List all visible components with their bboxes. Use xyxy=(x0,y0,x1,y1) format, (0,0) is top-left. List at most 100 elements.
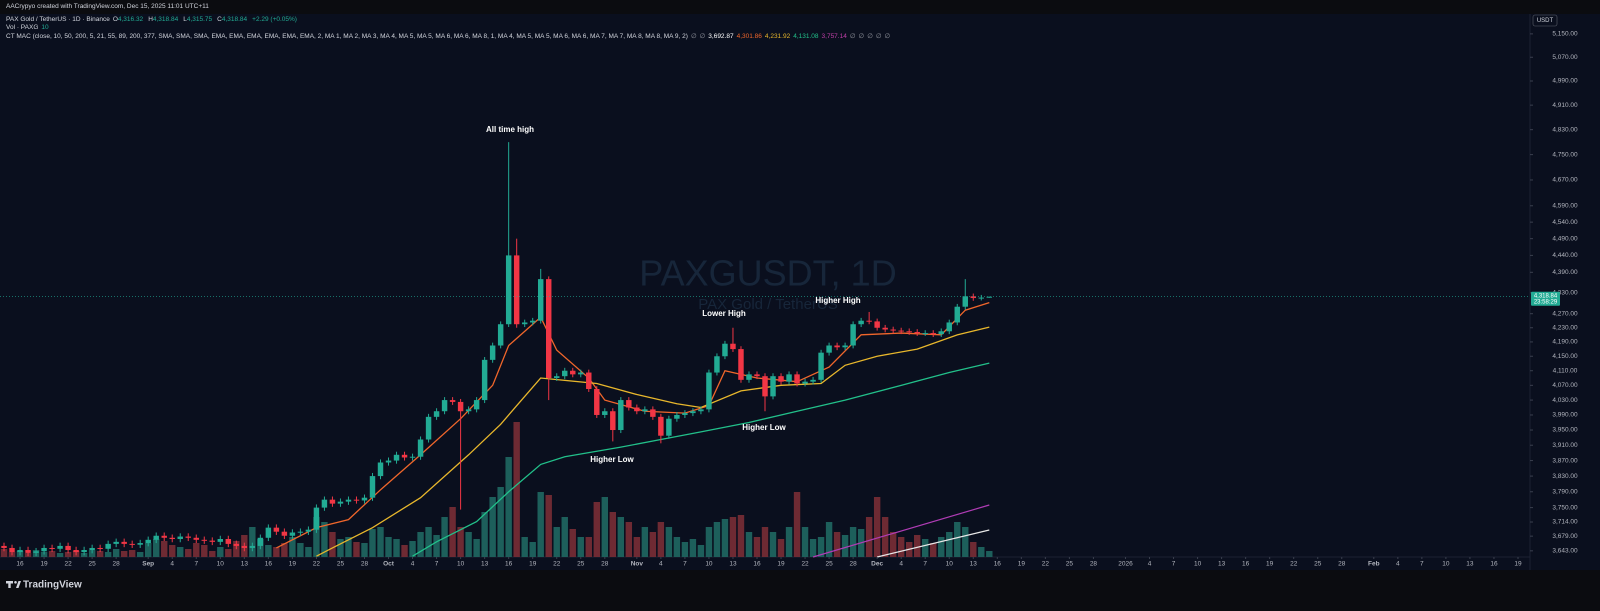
indicator-value: ∅ xyxy=(884,33,891,40)
y-tick-label: 5,150.00 xyxy=(1552,31,1578,38)
currency-label: USDT xyxy=(1537,18,1554,24)
volume-bar xyxy=(922,539,929,557)
x-tick-label: 4 xyxy=(899,561,903,568)
volume-bar xyxy=(136,552,144,557)
y-tick-label: 3,910.00 xyxy=(1552,442,1578,449)
candle-body xyxy=(345,499,352,502)
volume-bar xyxy=(865,517,873,557)
x-tick-label: 16 xyxy=(265,561,273,568)
volume-bar xyxy=(665,527,673,557)
candle-body xyxy=(225,538,232,544)
x-tick-label: 10 xyxy=(705,561,713,568)
volume-bar xyxy=(104,552,112,557)
credit: AACrypyo created with TradingView.com, D… xyxy=(6,3,209,10)
candle-body xyxy=(970,296,977,299)
candle-body xyxy=(425,416,432,440)
volume-bar xyxy=(553,527,560,557)
candle-body xyxy=(682,413,688,415)
x-tick-label: 2026 xyxy=(1118,561,1133,568)
indicator-value: ∅ xyxy=(690,33,697,40)
candle-body xyxy=(121,541,127,544)
candle-body xyxy=(281,531,288,536)
price-tag xyxy=(1531,291,1560,306)
ohlc-item: O4,316.32 xyxy=(113,16,146,23)
currency-button[interactable] xyxy=(1532,14,1558,27)
x-tick-label: 16 xyxy=(994,561,1002,568)
x-tick-label: 7 xyxy=(683,561,687,568)
ohlc-item: H4,318.84 xyxy=(148,16,181,23)
volume-bar xyxy=(329,532,336,557)
volume-bar xyxy=(777,539,785,557)
candle-body xyxy=(81,550,87,553)
candle-body xyxy=(265,527,272,538)
candle-body xyxy=(289,532,296,536)
volume-bar xyxy=(537,492,544,557)
x-tick-label: 22 xyxy=(553,561,561,568)
x-tick-label: 22 xyxy=(1290,561,1298,568)
indicator-value: 3,692.87 xyxy=(708,33,734,40)
volume-bar xyxy=(513,422,520,557)
candle-body xyxy=(305,529,312,532)
candle-body xyxy=(457,401,464,412)
x-tick-label: 7 xyxy=(923,561,927,568)
x-tick-label: 22 xyxy=(1042,561,1050,568)
x-tick-label: 4 xyxy=(170,561,174,568)
volume-bar xyxy=(56,553,64,557)
x-tick-label: 13 xyxy=(970,561,978,568)
symbol-line: PAX Gold / TetherUS · 1D · Binance O4,316… xyxy=(6,16,300,23)
indicator-value: ∅ xyxy=(858,33,865,40)
x-tick-label: 7 xyxy=(1172,561,1176,568)
volume-bar xyxy=(841,535,849,557)
y-tick-label: 4,750.00 xyxy=(1552,151,1578,158)
volume-bar xyxy=(217,547,224,557)
candle-body xyxy=(249,545,256,548)
x-tick-label: 4 xyxy=(659,561,663,568)
volume-bar xyxy=(609,512,617,557)
y-tick-label: 4,150.00 xyxy=(1552,353,1578,360)
volume-bar xyxy=(64,552,72,557)
y-tick-label: 4,110.00 xyxy=(1553,367,1578,374)
y-tick-label: 4,490.00 xyxy=(1552,235,1578,242)
volume-bar xyxy=(745,532,753,557)
candle-body xyxy=(73,550,79,553)
change: +2.29 (+0.05%) xyxy=(252,16,297,23)
y-tick-label: 3,830.00 xyxy=(1552,473,1578,480)
volume-bar xyxy=(112,549,120,557)
x-tick-label: 28 xyxy=(1090,561,1098,568)
candle-body xyxy=(962,296,968,307)
candle-body xyxy=(209,540,216,542)
volume-bar xyxy=(120,551,128,557)
volume-bar xyxy=(649,532,657,557)
candle-body xyxy=(513,255,520,325)
x-tick-label: Dec xyxy=(871,561,883,568)
volume-bar xyxy=(353,542,360,557)
volume-bar xyxy=(793,492,801,557)
volume-bar xyxy=(561,517,568,557)
x-tick-label: 10 xyxy=(946,561,954,568)
candle-body xyxy=(489,345,496,360)
volume-bar xyxy=(281,543,288,557)
candle-body xyxy=(562,370,568,377)
candle-body xyxy=(866,320,872,322)
x-tick-label: 28 xyxy=(850,561,858,568)
volume-bar xyxy=(962,527,969,557)
candle-body xyxy=(449,400,456,402)
volume-bar xyxy=(369,529,376,557)
y-tick-label: 4,070.00 xyxy=(1552,382,1578,389)
ohlc-value: 4,315.75 xyxy=(186,16,213,23)
candle-body xyxy=(129,543,135,545)
candle-body xyxy=(698,409,704,412)
candle-body xyxy=(233,543,240,546)
candle-body xyxy=(890,329,896,331)
ohlc-item: C4,318.84 xyxy=(217,16,250,23)
volume-bar xyxy=(313,517,320,557)
candle-body xyxy=(401,454,408,458)
x-tick-label: 16 xyxy=(16,561,24,568)
volume-bar xyxy=(345,537,352,557)
chart-pane xyxy=(0,14,1600,570)
candle-body xyxy=(161,535,167,538)
candle-body xyxy=(409,456,416,458)
candle-body xyxy=(554,376,560,379)
candle-body xyxy=(505,255,512,325)
y-tick-label: 3,790.00 xyxy=(1552,488,1578,495)
